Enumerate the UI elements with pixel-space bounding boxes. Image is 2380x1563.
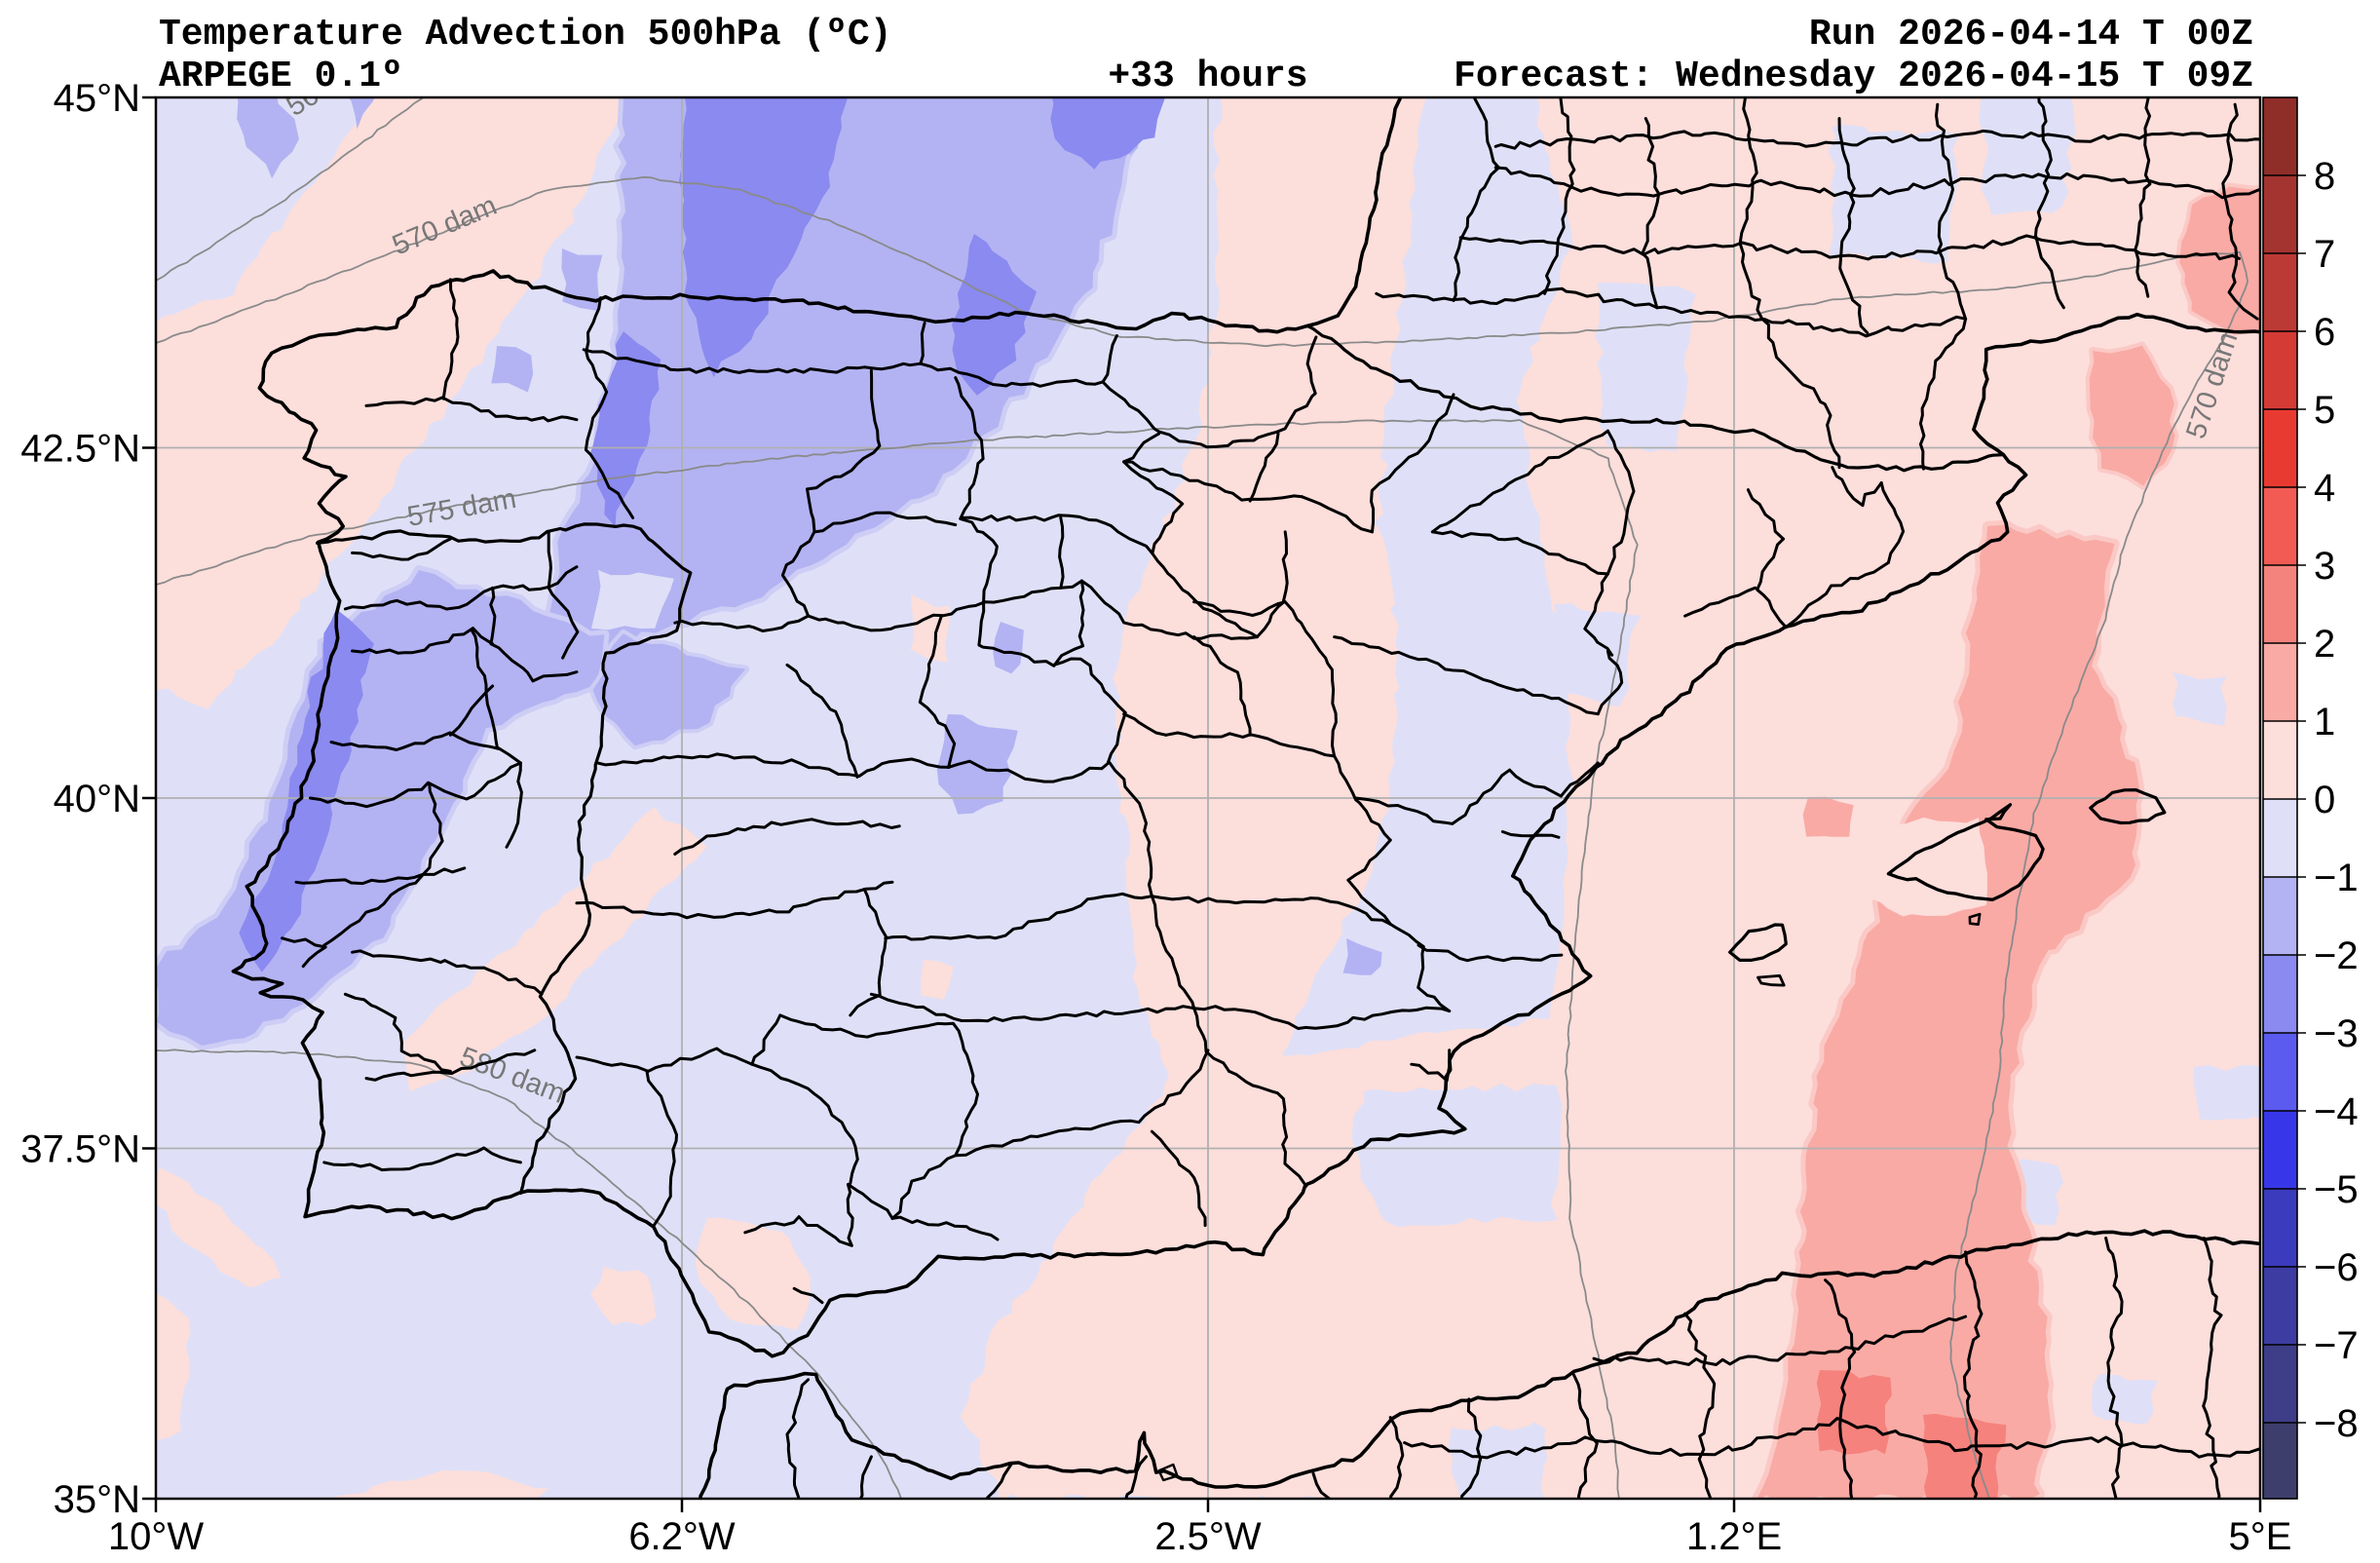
svg-text:−4: −4 (2314, 1090, 2359, 1133)
svg-text:−8: −8 (2314, 1402, 2359, 1445)
svg-text:40°N: 40°N (54, 778, 140, 820)
svg-text:6.2°W: 6.2°W (628, 1515, 736, 1558)
svg-text:3: 3 (2314, 545, 2335, 588)
svg-text:−6: −6 (2314, 1246, 2359, 1289)
svg-text:Temperature Advection 500hPa: Temperature Advection 500hPa (ºC) (159, 14, 892, 56)
svg-text:−5: −5 (2314, 1168, 2359, 1211)
svg-text:8: 8 (2314, 155, 2335, 198)
svg-text:4: 4 (2314, 467, 2335, 510)
svg-text:1: 1 (2314, 701, 2335, 743)
svg-text:2.5°W: 2.5°W (1154, 1515, 1262, 1558)
svg-text:1.2°E: 1.2°E (1686, 1515, 1782, 1558)
svg-text:10°W: 10°W (108, 1515, 204, 1558)
svg-text:+33 hours: +33 hours (1108, 56, 1307, 97)
svg-text:0: 0 (2314, 779, 2335, 821)
svg-text:45°N: 45°N (54, 77, 140, 120)
svg-text:−2: −2 (2314, 934, 2359, 977)
svg-text:5: 5 (2314, 389, 2335, 432)
svg-text:−7: −7 (2314, 1324, 2359, 1367)
svg-text:2: 2 (2314, 623, 2335, 666)
svg-text:37.5°N: 37.5°N (20, 1128, 140, 1171)
svg-text:42.5°N: 42.5°N (20, 428, 140, 471)
svg-text:5°E: 5°E (2229, 1515, 2292, 1558)
svg-text:Forecast: Wednesday 2026-04-15: Forecast: Wednesday 2026-04-15 T 09Z (1454, 56, 2253, 97)
svg-text:−3: −3 (2314, 1012, 2359, 1055)
svg-text:−1: −1 (2314, 857, 2359, 899)
svg-text:35°N: 35°N (54, 1478, 140, 1521)
svg-text:7: 7 (2314, 233, 2335, 276)
svg-text:6: 6 (2314, 311, 2335, 354)
svg-text:Run 2026-04-14 T 00Z: Run 2026-04-14 T 00Z (1809, 14, 2253, 56)
svg-text:ARPEGE 0.1º: ARPEGE 0.1º (159, 56, 403, 97)
